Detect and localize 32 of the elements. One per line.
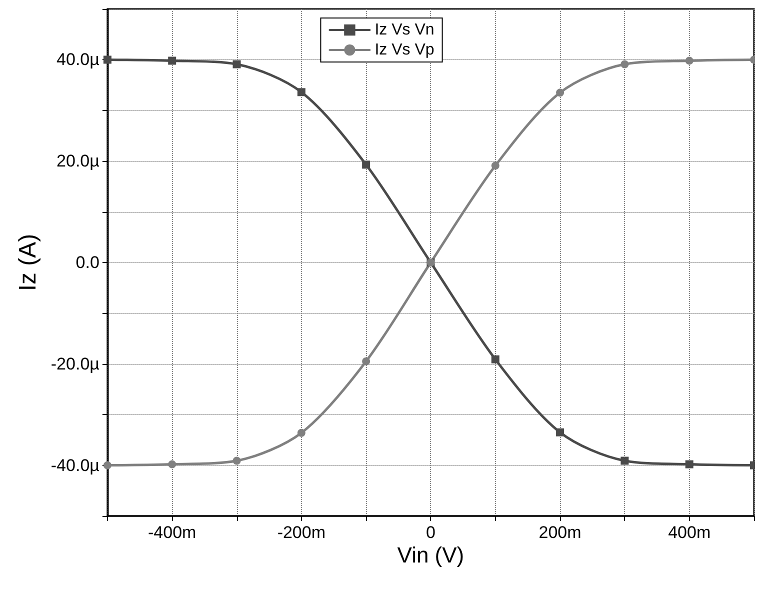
point [103, 461, 112, 470]
y-axis-title: Iz (A) [14, 234, 42, 292]
x-tick-label: 0 [426, 523, 436, 542]
x-tick-label: 400m [668, 523, 711, 542]
legend-label: Iz Vs Vp [374, 42, 434, 58]
point [232, 60, 241, 68]
y-tick-label: -20.0µ [50, 354, 100, 374]
point [362, 357, 370, 366]
x-tick-label: -400m [148, 523, 196, 542]
point [491, 355, 500, 364]
point [556, 88, 564, 97]
point [685, 56, 694, 65]
point [556, 428, 564, 436]
x-tick-label: -200m [277, 523, 326, 542]
y-tick-label: 40.0µ [56, 50, 100, 70]
y-tick-label: 0.0 [76, 253, 100, 272]
point [620, 456, 629, 465]
legend-label: Iz Vs Vn [374, 22, 434, 38]
point [168, 56, 176, 65]
point [297, 428, 306, 437]
y-tick-label: -40.0µ [50, 456, 100, 475]
point [297, 88, 306, 96]
point [620, 60, 629, 68]
x-axis-title: Vin (V) [397, 542, 464, 568]
point [362, 160, 370, 169]
point [103, 56, 112, 64]
point [685, 460, 694, 468]
point [232, 456, 241, 465]
y-tick-label: 20.0µ [56, 152, 100, 171]
x-tick-label: 200m [538, 523, 582, 542]
point [168, 460, 176, 468]
point [491, 162, 500, 170]
